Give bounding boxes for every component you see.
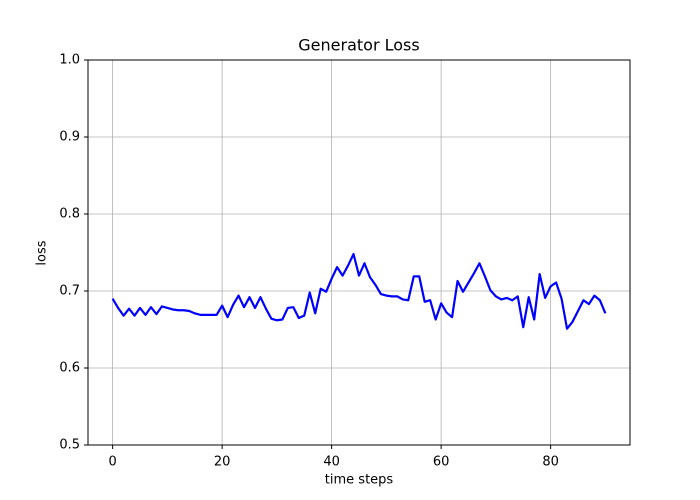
y-tick-label: 0.9 bbox=[59, 130, 80, 145]
x-tick-label: 40 bbox=[323, 455, 340, 470]
x-axis-label: time steps bbox=[325, 473, 394, 488]
plot-frame bbox=[87, 59, 631, 446]
data-line bbox=[111, 252, 607, 330]
chart-title: Generator Loss bbox=[298, 36, 419, 55]
x-tick-label: 60 bbox=[433, 455, 450, 470]
y-tick-label: 0.5 bbox=[59, 438, 80, 453]
y-axis-label: loss bbox=[35, 240, 50, 265]
y-tick-label: 0.6 bbox=[59, 361, 80, 376]
x-tick-label: 80 bbox=[542, 455, 559, 470]
y-tick-label: 0.7 bbox=[59, 284, 80, 299]
y-tick-label: 1.0 bbox=[59, 53, 80, 68]
y-tick-label: 0.8 bbox=[59, 207, 80, 222]
x-tick-label: 20 bbox=[214, 455, 231, 470]
x-tick-label: 0 bbox=[108, 455, 116, 470]
